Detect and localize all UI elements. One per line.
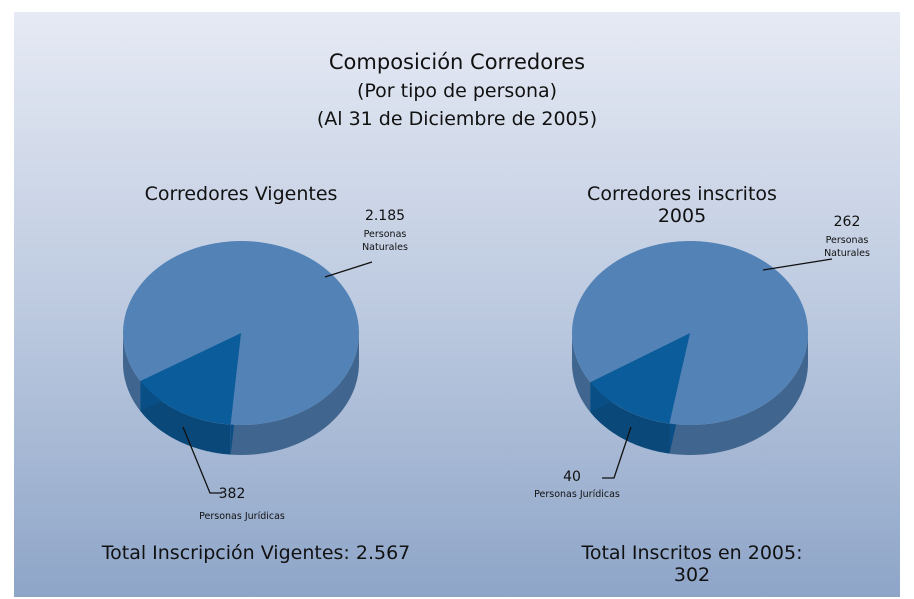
- slice-side: [669, 333, 808, 455]
- subtitle: (Por tipo de persona): [356, 80, 558, 102]
- slice-side: [140, 380, 231, 455]
- category-label: Personas Naturales: [824, 235, 870, 259]
- pie-footer: Total Inscripción Vigentes: 2.567: [101, 542, 411, 564]
- value-label: 2.185: [364, 208, 406, 224]
- slice: [590, 333, 690, 424]
- pie-footer: Total Inscritos en 2005: 302: [581, 542, 803, 586]
- leader-line: [762, 258, 833, 271]
- slice-side: [230, 333, 359, 455]
- slice-side: [572, 333, 591, 413]
- category-label: Personas Naturales: [362, 229, 408, 253]
- value-label: 262: [833, 214, 861, 230]
- title: Composición Corredores: [328, 50, 586, 74]
- value-label: 40: [563, 469, 581, 485]
- leader-line: [602, 426, 632, 479]
- category-label: Personas Jurídicas: [199, 511, 285, 522]
- category-label: Personas Jurídicas: [534, 489, 620, 500]
- pie-title: Corredores inscritos 2005: [587, 183, 777, 227]
- leader-line: [324, 261, 373, 278]
- leader-line: [182, 426, 222, 494]
- slice: [572, 241, 808, 425]
- date: (Al 31 de Diciembre de 2005): [316, 108, 598, 130]
- slice: [123, 241, 360, 425]
- slice: [140, 333, 241, 425]
- slice-side: [123, 333, 141, 411]
- value-label: 382: [218, 486, 246, 502]
- pie-title: Corredores Vigentes: [144, 183, 338, 205]
- slice-side: [590, 382, 670, 454]
